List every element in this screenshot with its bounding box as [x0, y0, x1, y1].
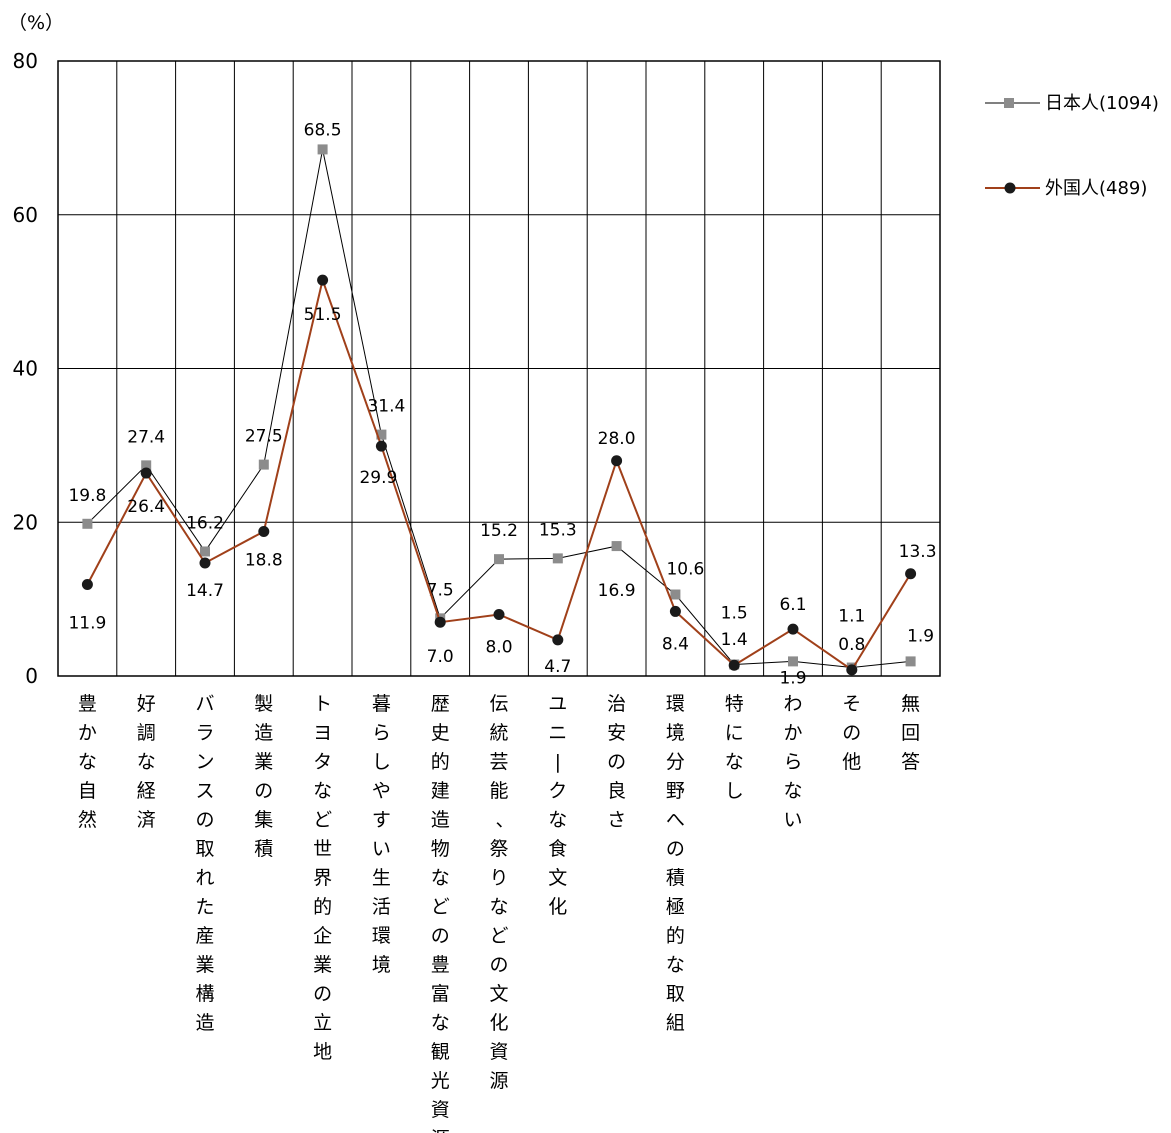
data-label: 7.0	[427, 647, 454, 667]
data-point-marker	[552, 634, 564, 646]
data-point-marker	[140, 467, 152, 479]
data-point-marker	[611, 455, 623, 467]
data-label: 18.8	[245, 550, 283, 570]
x-tick-label: 治安の良さ	[607, 693, 626, 831]
data-label: 8.0	[485, 638, 512, 658]
legend-marker	[1004, 98, 1014, 108]
data-label: 51.5	[304, 305, 342, 325]
x-tick-label: 特になし	[725, 693, 744, 802]
data-label: 13.3	[899, 542, 937, 562]
data-point-marker	[258, 459, 269, 470]
y-tick-label: 60	[13, 203, 38, 227]
legend-item-2: 外国人(489)	[985, 178, 1147, 199]
data-point-marker	[258, 525, 270, 537]
data-point-marker	[670, 589, 681, 600]
x-tick-label: 製造業の集積	[254, 693, 273, 860]
data-label: 28.0	[598, 429, 636, 449]
y-tick-label: 20	[13, 510, 38, 534]
x-tick-label: 暮らしやすい生活環境	[372, 693, 391, 976]
data-label: 19.8	[68, 486, 106, 506]
series-1: 19.827.416.227.568.531.47.515.2 15.316.91…	[68, 120, 934, 688]
data-label: 10.6	[666, 560, 704, 580]
x-tick-label: 歴史的建造物などの豊富な観光資源	[431, 693, 450, 1133]
legend-label: 外国人(489)	[1045, 178, 1147, 199]
data-label: 29.9	[359, 468, 397, 488]
data-point-marker	[317, 144, 328, 155]
data-point-marker	[611, 541, 622, 552]
data-label: 15.2	[480, 521, 518, 541]
data-point-marker	[728, 659, 740, 671]
data-label: 14.7	[186, 581, 224, 601]
data-label: 7.5	[427, 580, 454, 600]
data-label: 0.8	[838, 635, 865, 655]
data-label: 1.9	[907, 626, 934, 646]
data-point-marker	[82, 518, 93, 529]
data-label: 27.4	[127, 427, 165, 447]
data-point-marker	[199, 557, 211, 569]
data-point-marker	[669, 605, 681, 617]
data-label: 1.4	[721, 630, 748, 650]
data-point-marker	[788, 656, 798, 667]
x-tick-label: 好調な経済	[137, 693, 156, 831]
data-label: 4.7	[544, 657, 571, 677]
x-tick-label: その他	[842, 693, 861, 773]
y-axis-unit-label: （%）	[8, 12, 65, 34]
data-point-marker	[905, 656, 916, 667]
data-label: 11.9	[68, 614, 106, 634]
x-tick-label: ユニ|クな食文化	[548, 693, 567, 918]
data-label: 1.5	[721, 603, 748, 623]
series-2: 11.9 26.4 14.7 18.8 51.5 29.9 7.0 8.0 4.7 28.0 8.4…	[68, 274, 937, 677]
x-tick-label: 環境分野への積極的な取組	[666, 693, 685, 1034]
data-point-marker	[200, 546, 210, 557]
data-point-marker	[494, 554, 504, 565]
x-tick-label: 無回答	[901, 693, 920, 773]
data-point-marker	[141, 460, 152, 471]
data-label: 26.4	[127, 497, 165, 517]
data-point-marker	[317, 274, 329, 286]
data-point-marker	[376, 429, 387, 440]
legend-item-1: 日本人(1094)	[985, 93, 1159, 114]
data-point-marker	[787, 623, 799, 635]
x-tick-label: バランスの取れた産業構造	[195, 693, 214, 1034]
data-label: 31.4	[367, 397, 405, 417]
data-point-marker	[846, 664, 858, 676]
data-point-marker	[552, 553, 563, 564]
data-point-marker	[493, 609, 505, 620]
data-label: 15.3	[539, 520, 577, 540]
data-point-marker	[434, 616, 446, 628]
data-point-marker	[375, 440, 387, 452]
data-point-marker	[905, 568, 917, 580]
data-label: 16.2	[186, 513, 224, 533]
plot-area-border	[57, 60, 941, 677]
x-tick-label: 伝統芸能、祭りなどの文化資源	[489, 693, 514, 1092]
x-tick-label: トヨタなど世界的企業の立地	[313, 693, 332, 1063]
legend-label: 日本人(1094)	[1045, 93, 1159, 114]
x-tick-label: 豊かな自然	[78, 693, 97, 831]
data-label: 1.9	[779, 668, 806, 688]
data-label: 1.1	[838, 607, 865, 627]
data-label: 8.4	[662, 634, 689, 654]
y-tick-label: 0	[25, 664, 38, 688]
data-label: 68.5	[304, 120, 342, 140]
legend-marker	[1004, 182, 1016, 194]
y-tick-label: 80	[13, 49, 38, 73]
data-label: 27.5	[245, 427, 283, 447]
data-label: 16.9	[598, 581, 636, 601]
x-tick-label: わからない	[783, 693, 802, 831]
data-point-marker	[81, 579, 93, 591]
data-label: 6.1	[779, 595, 806, 615]
y-tick-label: 40	[13, 357, 38, 381]
